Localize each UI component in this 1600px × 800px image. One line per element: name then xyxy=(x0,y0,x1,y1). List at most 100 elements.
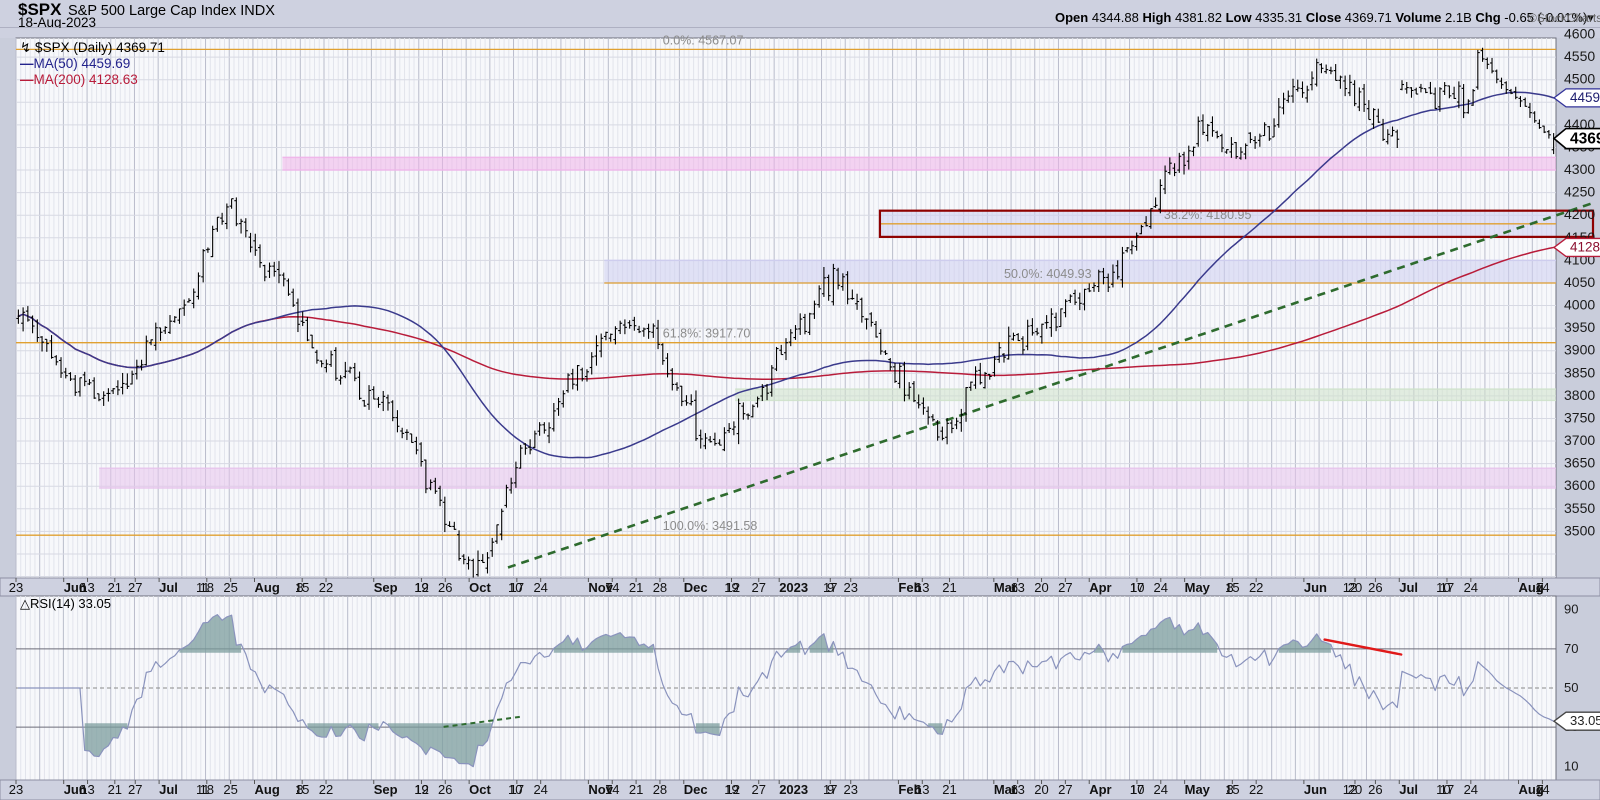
svg-text:Dec: Dec xyxy=(684,580,708,595)
svg-text:Jul: Jul xyxy=(1399,580,1418,595)
svg-text:4550: 4550 xyxy=(1564,48,1595,64)
svg-text:26: 26 xyxy=(1368,782,1382,797)
svg-text:2023: 2023 xyxy=(779,580,808,595)
svg-text:15: 15 xyxy=(1225,782,1239,797)
svg-text:Jul: Jul xyxy=(159,782,178,797)
svg-text:—MA(50) 4459.69: —MA(50) 4459.69 xyxy=(20,56,130,71)
svg-text:14: 14 xyxy=(605,782,619,797)
svg-text:25: 25 xyxy=(223,782,237,797)
svg-text:13: 13 xyxy=(1010,580,1024,595)
svg-text:↯ $SPX (Daily) 4369.71: ↯ $SPX (Daily) 4369.71 xyxy=(20,40,165,55)
svg-text:13: 13 xyxy=(80,580,94,595)
svg-text:4128.63: 4128.63 xyxy=(1570,239,1600,254)
svg-text:14: 14 xyxy=(1535,782,1549,797)
svg-text:3700: 3700 xyxy=(1564,432,1595,448)
svg-text:13: 13 xyxy=(915,782,929,797)
svg-text:3850: 3850 xyxy=(1564,364,1595,380)
svg-text:3650: 3650 xyxy=(1564,455,1595,471)
svg-text:15: 15 xyxy=(295,580,309,595)
svg-text:21: 21 xyxy=(108,782,122,797)
svg-text:Oct: Oct xyxy=(469,782,491,797)
svg-text:17: 17 xyxy=(823,580,837,595)
svg-text:3750: 3750 xyxy=(1564,409,1595,425)
svg-text:23: 23 xyxy=(843,782,857,797)
svg-text:18: 18 xyxy=(200,782,214,797)
svg-text:3550: 3550 xyxy=(1564,500,1595,516)
svg-text:4600: 4600 xyxy=(1564,26,1595,42)
svg-text:Jun: Jun xyxy=(1304,782,1327,797)
svg-text:4300: 4300 xyxy=(1564,161,1595,177)
svg-text:0.0%: 4567.07: 0.0%: 4567.07 xyxy=(663,33,744,47)
svg-text:18-Aug-2023: 18-Aug-2023 xyxy=(18,15,96,30)
svg-text:20: 20 xyxy=(1034,782,1048,797)
svg-text:50: 50 xyxy=(1564,680,1578,695)
svg-text:Open 4344.88 High 4381.82 Lo: Open 4344.88 High 4381.82 Low 4335.31 Cl… xyxy=(1055,10,1594,25)
svg-text:50.0%: 4049.93: 50.0%: 4049.93 xyxy=(1004,267,1092,281)
svg-text:2023: 2023 xyxy=(779,782,808,797)
svg-text:13: 13 xyxy=(80,782,94,797)
svg-text:14: 14 xyxy=(605,580,619,595)
svg-text:21: 21 xyxy=(629,580,643,595)
svg-text:Jul: Jul xyxy=(159,580,178,595)
svg-text:4500: 4500 xyxy=(1564,71,1595,87)
svg-text:Aug: Aug xyxy=(255,580,280,595)
svg-text:17: 17 xyxy=(1130,782,1144,797)
svg-text:22: 22 xyxy=(319,580,333,595)
svg-text:21: 21 xyxy=(942,782,956,797)
svg-text:17: 17 xyxy=(1440,782,1454,797)
svg-text:Jun: Jun xyxy=(1304,580,1327,595)
svg-text:33.05: 33.05 xyxy=(1570,713,1600,728)
svg-text:Apr: Apr xyxy=(1089,782,1111,797)
svg-text:15: 15 xyxy=(1225,580,1239,595)
svg-text:19: 19 xyxy=(724,782,738,797)
svg-text:13: 13 xyxy=(915,580,929,595)
svg-text:May: May xyxy=(1185,782,1211,797)
svg-text:19: 19 xyxy=(414,782,428,797)
svg-text:4459.69: 4459.69 xyxy=(1570,90,1600,105)
svg-text:25: 25 xyxy=(223,580,237,595)
svg-text:19: 19 xyxy=(414,580,428,595)
svg-text:61.8%: 3917.70: 61.8%: 3917.70 xyxy=(663,327,751,341)
svg-text:©StockCharts.com: ©StockCharts.com xyxy=(1528,11,1600,25)
svg-text:22: 22 xyxy=(1249,580,1263,595)
svg-text:20: 20 xyxy=(1348,782,1362,797)
svg-text:22: 22 xyxy=(1249,782,1263,797)
svg-text:Sep: Sep xyxy=(374,580,398,595)
svg-text:—MA(200) 4128.63: —MA(200) 4128.63 xyxy=(20,72,138,87)
svg-text:3600: 3600 xyxy=(1564,477,1595,493)
svg-text:26: 26 xyxy=(1368,580,1382,595)
svg-text:24: 24 xyxy=(1154,782,1168,797)
svg-text:May: May xyxy=(1185,580,1211,595)
svg-text:4369.71: 4369.71 xyxy=(1570,131,1600,148)
svg-text:21: 21 xyxy=(942,580,956,595)
svg-text:S&P 500 Large Cap Index INDX: S&P 500 Large Cap Index INDX xyxy=(68,3,275,19)
svg-text:23: 23 xyxy=(9,782,23,797)
svg-text:19: 19 xyxy=(724,580,738,595)
svg-text:27: 27 xyxy=(752,782,766,797)
svg-text:4050: 4050 xyxy=(1564,274,1595,290)
svg-text:27: 27 xyxy=(128,782,142,797)
svg-text:Oct: Oct xyxy=(469,580,491,595)
svg-text:3900: 3900 xyxy=(1564,342,1595,358)
svg-text:15: 15 xyxy=(295,782,309,797)
svg-text:21: 21 xyxy=(108,580,122,595)
svg-text:20: 20 xyxy=(1348,580,1362,595)
svg-text:27: 27 xyxy=(752,580,766,595)
svg-text:4000: 4000 xyxy=(1564,297,1595,313)
svg-text:24: 24 xyxy=(1154,580,1168,595)
svg-text:Apr: Apr xyxy=(1089,580,1111,595)
svg-text:4250: 4250 xyxy=(1564,184,1595,200)
svg-text:13: 13 xyxy=(1010,782,1024,797)
svg-text:24: 24 xyxy=(1464,580,1478,595)
svg-text:21: 21 xyxy=(629,782,643,797)
svg-text:17: 17 xyxy=(1130,580,1144,595)
svg-text:4200: 4200 xyxy=(1564,206,1595,222)
svg-text:14: 14 xyxy=(1535,580,1549,595)
svg-text:24: 24 xyxy=(533,580,547,595)
svg-text:17: 17 xyxy=(1440,580,1454,595)
svg-text:10: 10 xyxy=(1564,758,1578,773)
svg-text:27: 27 xyxy=(1058,782,1072,797)
svg-text:23: 23 xyxy=(9,580,23,595)
svg-text:28: 28 xyxy=(653,782,667,797)
svg-text:17: 17 xyxy=(823,782,837,797)
